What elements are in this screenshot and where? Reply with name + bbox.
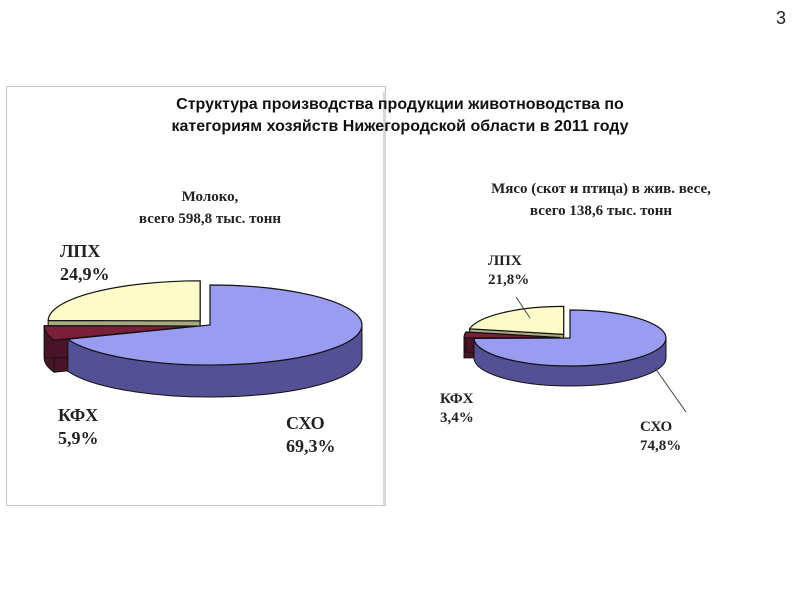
milk-kfh-slice <box>43 325 197 341</box>
milk-kfh-value: 5,9% <box>58 427 99 448</box>
milk-skho-value: 69,3% <box>286 435 336 456</box>
meat-skho-label: СХО 74,8% <box>640 418 681 456</box>
meat-skho-leader-line <box>654 367 687 413</box>
meat-kfh-label: КФХ 3,4% <box>440 390 474 428</box>
meat-skho-value: 74,8% <box>640 437 682 454</box>
meat-chart-title: Мясо (скот и птица) в жив. весе, всего 1… <box>446 178 756 222</box>
milk-chart-title-line-1: Молоко, <box>181 189 239 205</box>
meat-chart-title-line-2: всего 138,6 тыс. тонн <box>529 203 673 219</box>
page-title-line-1: Структура производства продукции животно… <box>176 96 624 113</box>
meat-skho-name: СХО <box>640 419 673 435</box>
meat-lph-value: 21,8% <box>488 271 530 288</box>
meat-skho-slice <box>473 309 667 367</box>
milk-chart-title: Молоко, всего 598,8 тыс. тонн <box>100 186 320 230</box>
meat-lph-leader-line <box>515 296 531 319</box>
milk-lph-label: ЛПХ 24,9% <box>60 240 110 285</box>
milk-kfh-label: КФХ 5,9% <box>58 404 99 449</box>
page-title-line-2: категориям хозяйств Нижегородской област… <box>171 118 629 135</box>
meat-lph-name: ЛПХ <box>488 253 522 269</box>
milk-lph-value: 24,9% <box>60 263 110 284</box>
meat-chart-title-line-1: Мясо (скот и птица) в жив. весе, <box>491 181 711 197</box>
milk-lph-name: ЛПХ <box>60 241 101 261</box>
meat-kfh-name: КФХ <box>440 391 474 407</box>
page-title: Структура производства продукции животно… <box>0 94 800 138</box>
meat-kfh-value: 3,4% <box>440 409 474 426</box>
milk-lph-slice <box>47 280 201 322</box>
meat-lph-slice <box>468 305 565 336</box>
milk-skho-label: СХО 69,3% <box>286 412 336 457</box>
meat-lph-label: ЛПХ 21,8% <box>488 252 529 290</box>
slide-number: 3 <box>775 8 786 28</box>
milk-skho-slice <box>66 284 363 366</box>
milk-kfh-name: КФХ <box>58 405 99 425</box>
chart-frame-shadow <box>383 92 386 505</box>
meat-kfh-slice <box>463 331 561 339</box>
milk-chart-title-line-2: всего 598,8 тыс. тонн <box>138 211 282 227</box>
milk-skho-name: СХО <box>286 413 325 433</box>
